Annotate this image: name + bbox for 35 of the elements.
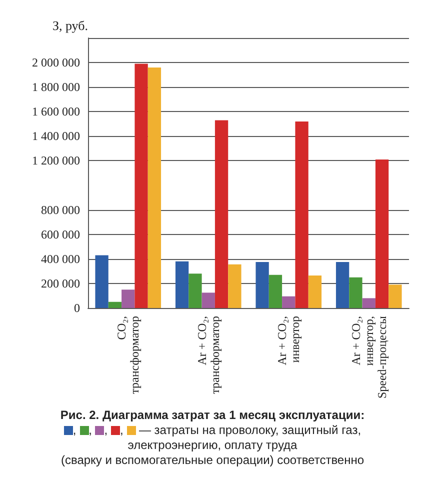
bar [134,64,148,308]
bar [336,262,350,308]
bar [228,264,242,308]
bar [295,121,308,308]
bar [268,274,282,308]
bar [388,284,402,308]
y-tick-label: 0 [74,301,80,315]
bar [308,275,322,308]
y-tick-label: 400 000 [41,252,80,266]
bar [95,255,108,308]
y-tick-label: 1 400 000 [32,129,80,144]
bar [188,274,202,308]
y-tick-label: 800 000 [41,202,80,217]
bar [202,292,215,308]
bar [175,261,189,308]
y-tick-label: 600 000 [41,227,80,242]
bar [375,160,389,308]
y-tick-label: 1 200 000 [32,154,80,168]
y-tick-label: 2 000 000 [32,56,80,70]
bar [282,296,296,308]
bar [256,262,269,308]
y-tick-label: 1 800 000 [32,80,80,94]
text: Рис. 2. Диаграмма затрат за 1 месяц эксплуатации: [59,408,366,423]
y-tick-label: 1 600 000 [32,104,80,119]
bar [362,298,376,308]
bar [122,290,135,308]
y-tick-label: 200 000 [41,276,80,290]
bar [349,277,362,308]
text: , , , , — затраты на проволоку, защитный газ, электроэнергию, оплату труда (сварку и вспомогательные операции) соответственно [60,423,364,467]
bar [148,67,162,308]
bar [214,120,228,308]
x-tick-label: Ar + CO₂, инвертор [275,316,302,366]
bar [108,302,122,308]
y-axis-title: З, руб. [52,18,88,33]
x-tick-label: CO₂, трансформатор [114,316,142,394]
